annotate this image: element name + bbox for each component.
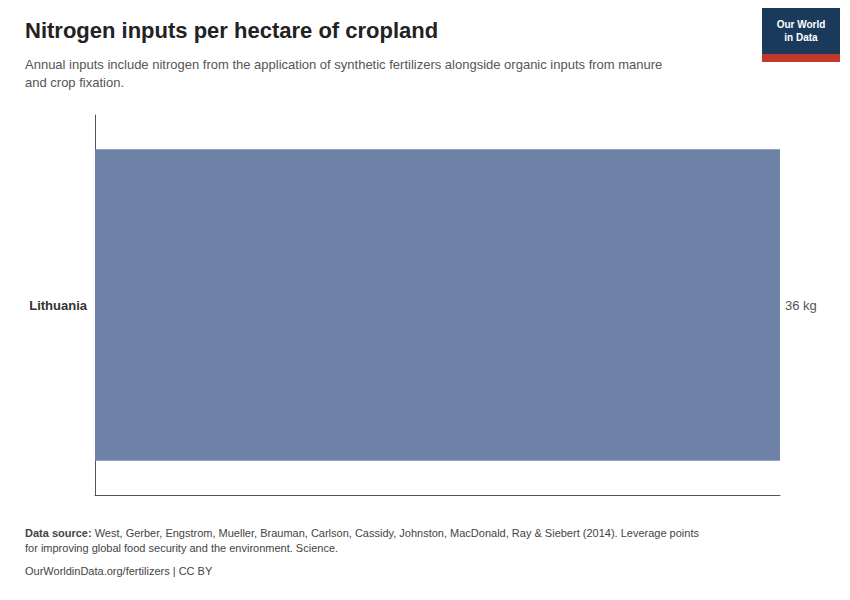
svg-text:OurWorldinData.org/fertilizers: OurWorldinData.org/fertilizers | CC BY [25, 565, 213, 577]
svg-text:Our World: Our World [777, 19, 826, 30]
svg-text:Data source:: Data source: [25, 527, 92, 539]
svg-text:Nitrogen inputs per hectare of: Nitrogen inputs per hectare of cropland [25, 18, 438, 43]
svg-text:West, Gerber, Engstrom, Muelle: West, Gerber, Engstrom, Mueller, Brauman… [92, 527, 700, 539]
svg-text:Lithuania: Lithuania [29, 298, 88, 313]
svg-text:in Data: in Data [784, 32, 818, 43]
svg-text:36 kg: 36 kg [785, 298, 817, 313]
svg-text:and crop fixation.: and crop fixation. [25, 75, 124, 90]
svg-text:for improving global food secu: for improving global food security and t… [25, 542, 338, 554]
svg-text:Annual inputs include nitrogen: Annual inputs include nitrogen from the … [25, 57, 662, 72]
